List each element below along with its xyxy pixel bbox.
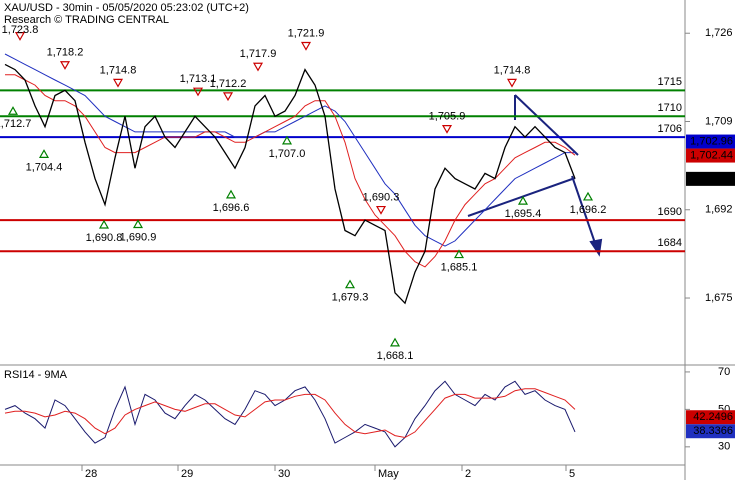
- marker: [506, 78, 518, 88]
- marker-label: 1,704.4: [26, 161, 63, 173]
- rsi-y-tick-label: 30: [718, 441, 730, 453]
- x-tick-label: May: [378, 468, 399, 480]
- marker-label: 1,685.1: [441, 261, 478, 273]
- marker-label: 1,723.8: [2, 24, 39, 36]
- marker-label: 1,712.7: [0, 118, 31, 130]
- level-label: 1710: [658, 102, 682, 114]
- x-tick-label: 30: [278, 468, 290, 480]
- pattern-line: [514, 94, 579, 156]
- marker: [192, 87, 204, 97]
- marker: [222, 92, 234, 102]
- marker-label: 1,714.8: [494, 64, 531, 76]
- marker-label: 1,717.9: [240, 48, 277, 60]
- marker-label: 1,721.9: [288, 27, 325, 39]
- value-badge: [686, 424, 735, 439]
- y-tick-label: 1,675: [705, 292, 733, 304]
- marker-label: 1,705.9: [429, 110, 466, 122]
- marker: [389, 337, 401, 347]
- level-label: 1684: [658, 237, 682, 249]
- marker: [517, 195, 529, 205]
- rsi-line: [4, 380, 576, 448]
- marker-label: 1,696.6: [213, 202, 250, 214]
- marker-label: 1,695.4: [505, 208, 542, 220]
- marker-label: 1,712.2: [210, 78, 247, 90]
- marker: [375, 205, 387, 215]
- value-badge-label: 1,702.44: [690, 149, 733, 161]
- value-badge: [686, 410, 735, 425]
- marker: [59, 61, 71, 70]
- value-badge-label: 42.2496: [693, 411, 733, 423]
- level-label: 1690: [658, 206, 682, 218]
- chart-subtitle: Research © TRADING CENTRAL: [4, 14, 169, 26]
- marker: [344, 279, 356, 289]
- x-tick-label: 29: [181, 468, 193, 480]
- marker-label: 1,718.2: [47, 47, 84, 59]
- rsi-line: [4, 388, 576, 439]
- level-label: 1715: [658, 76, 682, 88]
- marker-label: 1,714.8: [100, 64, 137, 76]
- marker: [14, 32, 26, 41]
- marker-label: 1,707.0: [269, 148, 306, 160]
- marker: [252, 62, 264, 72]
- arrow-shaft: [571, 175, 597, 247]
- marker-label: 1,690.9: [120, 231, 157, 243]
- y-tick-label: 1,692: [705, 204, 733, 216]
- marker: [582, 191, 594, 201]
- value-badge: [686, 171, 735, 186]
- rsi-y-tick-label: 70: [718, 366, 730, 378]
- marker: [281, 135, 293, 145]
- value-badge: [686, 134, 735, 149]
- y-tick-label: 1,709: [705, 115, 733, 127]
- marker-label: 1,679.3: [332, 292, 369, 304]
- value-badge: [686, 148, 735, 163]
- marker-label: 1,668.1: [377, 350, 414, 362]
- marker: [112, 78, 124, 88]
- price-line: [5, 74, 576, 268]
- marker: [300, 41, 312, 51]
- marker: [132, 219, 144, 229]
- marker-label: 1,690.3: [363, 191, 400, 203]
- price-line: [4, 63, 576, 305]
- price-line: [4, 53, 575, 247]
- x-tick-label: 5: [569, 468, 575, 480]
- marker-label: 1,690.8: [86, 232, 123, 244]
- rsi-title: RSI14 - 9MA: [4, 369, 68, 381]
- level-label: 1706: [658, 123, 682, 135]
- chart-title: XAU/USD - 30min - 05/05/2020 05:23:02 (U…: [4, 2, 249, 14]
- x-tick-label: 28: [85, 468, 97, 480]
- marker-label: 1,713.1: [180, 73, 217, 85]
- marker: [38, 149, 50, 158]
- value-badge-label: 1,702.96: [690, 135, 733, 147]
- x-tick-label: 2: [465, 468, 471, 480]
- marker: [98, 219, 110, 229]
- y-tick-label: 1,726: [705, 27, 733, 39]
- value-badge-label: 1,697.95: [690, 173, 733, 185]
- marker-label: 1,696.2: [570, 204, 607, 216]
- marker: [225, 189, 237, 199]
- marker: [453, 249, 465, 259]
- marker: [7, 106, 19, 115]
- marker: [441, 124, 453, 134]
- pattern-line: [467, 177, 576, 217]
- value-badge-label: 38.3366: [693, 425, 733, 437]
